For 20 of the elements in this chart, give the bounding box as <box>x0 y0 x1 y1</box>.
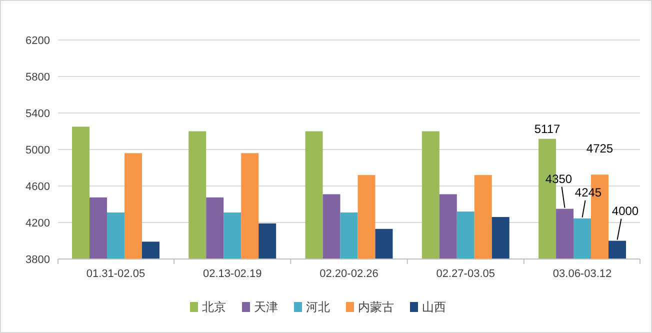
y-tick-label: 4200 <box>26 217 50 230</box>
legend-label: 天津 <box>254 300 278 314</box>
legend-label: 内蒙古 <box>358 300 394 314</box>
legend-label: 北京 <box>202 300 226 314</box>
x-tick-label: 02.20-02.26 <box>320 268 378 280</box>
x-tick-label: 01.31-02.05 <box>86 268 146 280</box>
x-tick-label: 02.27-03.05 <box>436 268 495 280</box>
data-label: 4000 <box>612 204 639 218</box>
x-tick-label: 03.06-03.12 <box>552 268 612 280</box>
y-tick-label: 5000 <box>26 144 50 156</box>
y-tick-label: 3800 <box>26 254 50 266</box>
y-tick-label: 5400 <box>26 108 50 120</box>
y-tick-label: 5800 <box>26 71 50 84</box>
data-label: 4725 <box>586 142 614 156</box>
y-tick-label: 6200 <box>26 34 50 47</box>
legend-label: 山西 <box>422 300 446 314</box>
data-label: 5117 <box>534 122 560 136</box>
x-tick-label: 02.13-02.19 <box>203 268 262 280</box>
legend-label: 河北 <box>306 300 330 314</box>
y-tick-label: 4600 <box>26 180 50 193</box>
